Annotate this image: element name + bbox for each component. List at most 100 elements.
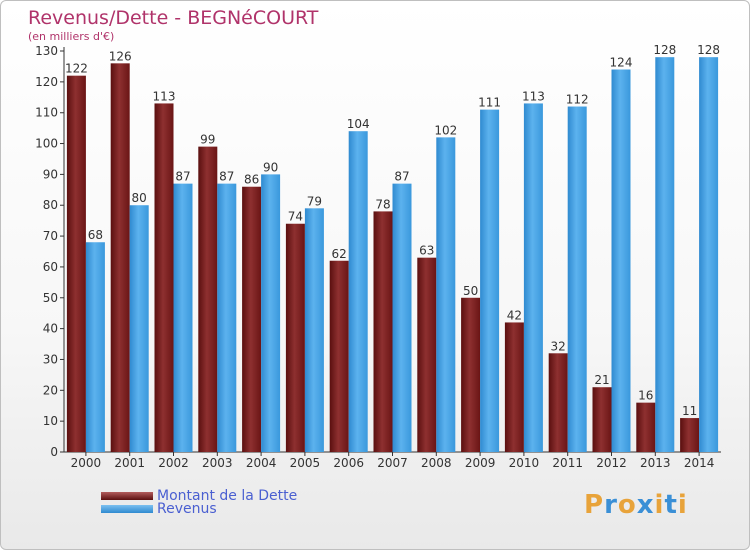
bar-dette [242,186,262,452]
data-label-revenus: 128 [653,43,676,57]
y-tick-label: 60 [43,260,58,274]
x-tick-label: 2011 [552,456,583,470]
bar-revenus [480,109,500,452]
data-label-dette: 16 [638,389,653,403]
bar-revenus [217,183,237,452]
data-label-revenus: 90 [263,160,278,174]
data-label-revenus: 87 [175,170,190,184]
chart-subtitle: (en milliers d'€) [28,30,115,43]
x-tick-label: 2001 [114,456,145,470]
x-tick-label: 2013 [640,456,671,470]
data-label-dette: 78 [375,197,390,211]
data-label-revenus: 79 [307,194,322,208]
bar-revenus [129,205,149,452]
bar-revenus [392,183,412,452]
bar-dette [417,257,437,452]
bar-revenus [655,57,675,453]
logo-letter: i [677,490,688,520]
data-label-dette: 32 [551,339,566,353]
y-tick-label: 120 [35,75,58,89]
x-tick-label: 2010 [509,456,540,470]
data-label-revenus: 113 [522,89,545,103]
bar-revenus [436,137,456,452]
legend-label-dette: Montant de la Dette [157,488,298,504]
data-label-revenus: 87 [219,170,234,184]
bar-dette [373,211,393,452]
bar-dette [198,146,218,452]
x-tick-label: 2012 [596,456,627,470]
x-tick-label: 2005 [290,456,321,470]
legend-swatch-revenus [101,505,153,513]
bar-dette [461,297,481,452]
y-tick-label: 110 [35,106,58,120]
y-tick-label: 90 [43,167,58,181]
logo-letter: r [604,490,618,520]
bar-dette [680,418,700,452]
bar-revenus [699,57,719,453]
y-tick-label: 10 [43,414,58,428]
data-label-dette: 99 [200,133,215,147]
data-label-dette: 63 [419,244,434,258]
chart-title: Revenus/Dette - BEGNéCOURT [28,7,319,29]
data-label-revenus: 80 [132,191,147,205]
bar-dette [592,387,612,452]
y-tick-label: 70 [43,229,58,243]
y-tick-label: 20 [43,383,58,397]
data-label-dette: 62 [332,247,347,261]
data-label-dette: 86 [244,173,259,187]
legend-item-revenus: Revenus [101,501,217,517]
data-label-dette: 126 [109,49,132,63]
bar-dette [548,353,568,452]
bar-dette [285,223,305,452]
data-label-dette: 11 [682,404,697,418]
logo-letter: t [664,490,678,520]
bar-dette [504,322,524,452]
data-label-revenus: 124 [610,56,633,70]
bar-revenus [85,242,105,452]
data-label-revenus: 111 [478,96,501,110]
y-tick-label: 30 [43,352,58,366]
data-label-dette: 21 [594,373,609,387]
bar-dette [110,63,130,452]
logo-letter: i [654,490,665,520]
data-label-revenus: 68 [88,228,103,242]
bar-dette [66,75,86,452]
x-tick-label: 2006 [333,456,364,470]
data-label-revenus: 112 [566,93,589,107]
data-label-dette: 42 [507,308,522,322]
logo-letter: o [617,490,637,520]
bar-revenus [261,174,281,452]
data-label-dette: 50 [463,284,478,298]
y-tick-label: 40 [43,322,58,336]
y-tick-label: 50 [43,291,58,305]
data-label-revenus: 104 [347,117,370,131]
y-tick-label: 80 [43,198,58,212]
y-tick-label: 130 [35,44,58,58]
bar-dette [636,402,656,452]
proxiti-logo: Proxiti [584,490,688,520]
x-tick-label: 2002 [158,456,189,470]
y-tick-label: 100 [35,137,58,151]
x-tick-label: 2014 [684,456,715,470]
logo-letter: x [636,490,655,520]
bar-dette [154,103,174,452]
bar-revenus [567,106,587,453]
x-tick-label: 2000 [71,456,102,470]
data-label-dette: 113 [153,89,176,103]
bar-revenus [173,183,193,452]
bar-revenus [523,103,543,452]
data-label-revenus: 128 [697,43,720,57]
bar-revenus [611,69,631,452]
y-tick-label: 0 [50,445,58,459]
data-label-revenus: 87 [394,170,409,184]
bar-revenus [348,131,368,452]
legend-item-dette: Montant de la Dette [101,488,298,504]
data-label-dette: 122 [65,62,88,76]
bar-revenus [304,208,324,452]
x-tick-label: 2008 [421,456,452,470]
x-tick-label: 2004 [246,456,277,470]
x-tick-label: 2009 [465,456,496,470]
x-tick-label: 2003 [202,456,233,470]
